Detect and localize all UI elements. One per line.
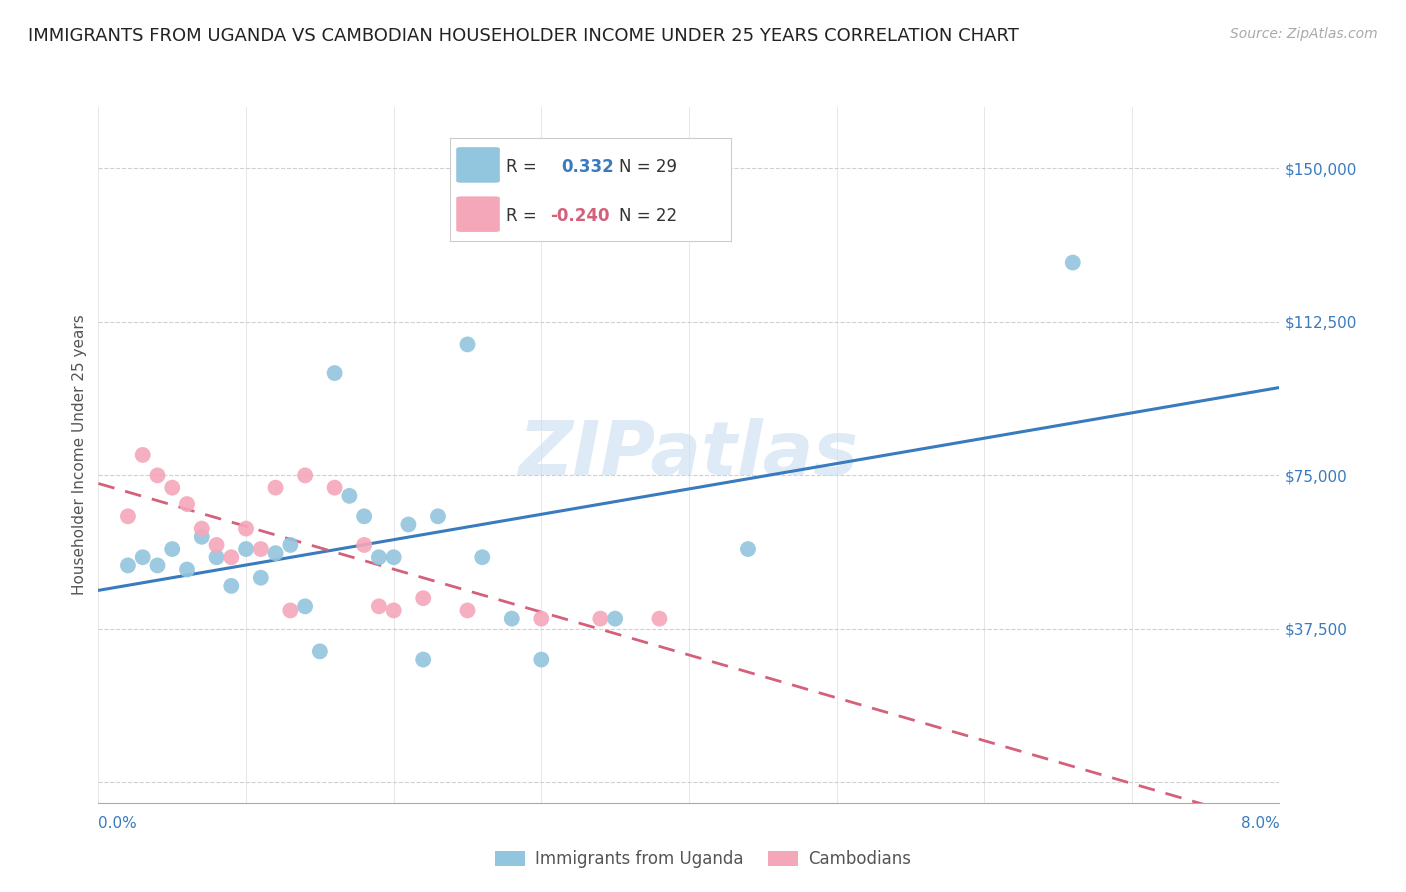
Text: 0.0%: 0.0% [98, 816, 138, 831]
Point [530, 652, 553, 666]
Point [456, 337, 478, 351]
Point [737, 542, 759, 557]
Text: 0.332: 0.332 [561, 158, 614, 176]
Point [294, 599, 316, 614]
Point [471, 550, 494, 565]
Point [205, 538, 228, 552]
Point [219, 550, 242, 565]
FancyBboxPatch shape [456, 195, 501, 233]
Point [162, 481, 183, 495]
Point [191, 522, 214, 536]
Point [412, 591, 434, 606]
Point [117, 509, 139, 524]
Point [382, 550, 405, 565]
Point [264, 481, 287, 495]
Text: -0.240: -0.240 [550, 207, 609, 225]
Point [308, 644, 332, 658]
Text: ZIPatlas: ZIPatlas [519, 418, 859, 491]
Point [176, 562, 198, 576]
Text: IMMIGRANTS FROM UGANDA VS CAMBODIAN HOUSEHOLDER INCOME UNDER 25 YEARS CORRELATIO: IMMIGRANTS FROM UGANDA VS CAMBODIAN HOUS… [28, 27, 1019, 45]
Text: N = 22: N = 22 [619, 207, 676, 225]
Text: Source: ZipAtlas.com: Source: ZipAtlas.com [1230, 27, 1378, 41]
Text: N = 29: N = 29 [619, 158, 676, 176]
Point [648, 612, 671, 626]
Point [191, 530, 214, 544]
Point [589, 612, 612, 626]
Point [219, 579, 242, 593]
Point [367, 599, 389, 614]
Point [1062, 255, 1084, 269]
Point [456, 603, 478, 617]
Point [605, 612, 627, 626]
Point [250, 542, 273, 557]
Point [294, 468, 316, 483]
Point [412, 652, 434, 666]
Point [235, 542, 257, 557]
Point [235, 522, 257, 536]
Point [353, 538, 375, 552]
Point [353, 509, 375, 524]
Point [162, 542, 183, 557]
Y-axis label: Householder Income Under 25 years: Householder Income Under 25 years [72, 315, 87, 595]
Point [501, 612, 523, 626]
Point [176, 497, 198, 511]
Point [132, 550, 155, 565]
Point [323, 481, 346, 495]
FancyBboxPatch shape [456, 146, 501, 184]
Point [250, 571, 273, 585]
Point [146, 468, 169, 483]
Point [323, 366, 346, 380]
Point [146, 558, 169, 573]
Point [132, 448, 155, 462]
Text: R =: R = [506, 158, 547, 176]
Point [367, 550, 389, 565]
Point [205, 550, 228, 565]
Point [117, 558, 139, 573]
Point [530, 612, 553, 626]
Point [382, 603, 405, 617]
Point [426, 509, 449, 524]
Text: R =: R = [506, 207, 543, 225]
Legend: Immigrants from Uganda, Cambodians: Immigrants from Uganda, Cambodians [488, 844, 918, 875]
Point [278, 538, 301, 552]
Point [337, 489, 360, 503]
Point [264, 546, 287, 560]
Point [278, 603, 301, 617]
Text: 8.0%: 8.0% [1240, 816, 1279, 831]
Point [396, 517, 419, 532]
